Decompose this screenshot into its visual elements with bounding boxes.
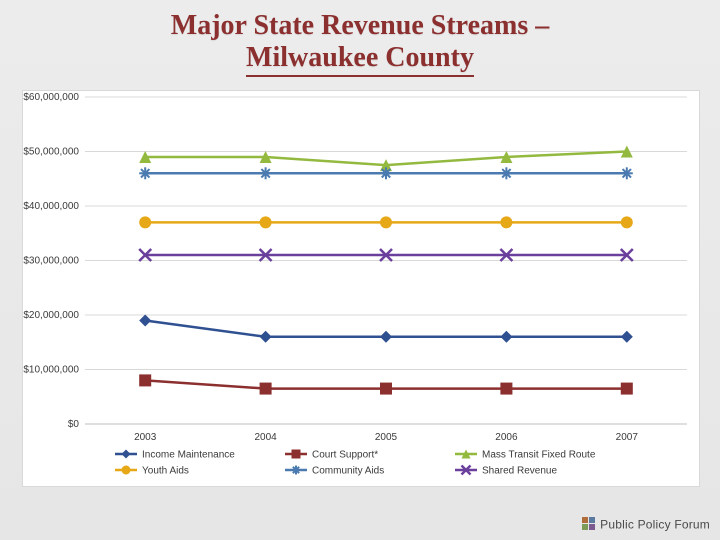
marker-square — [260, 383, 272, 395]
revenue-chart: $0 $10,000,000 $20,000,000 $30,000,000 $40,0… — [22, 90, 700, 487]
legend-label: Youth Aids — [142, 466, 189, 477]
marker-diamond — [621, 331, 633, 343]
x-tick-label: 2003 — [134, 432, 157, 443]
marker-diamond — [122, 450, 131, 459]
y-tick-label: $40,000,000 — [23, 201, 79, 212]
y-tick-label: $0 — [68, 419, 80, 430]
legend-label: Shared Revenue — [482, 466, 557, 477]
footer-logo: Public Policy Forum — [582, 517, 710, 534]
series — [139, 167, 633, 179]
series — [139, 314, 633, 342]
y-tick-label: $60,000,000 — [23, 92, 79, 103]
legend-item: Community Aids — [285, 466, 384, 477]
marker-square — [292, 450, 301, 459]
legend-label: Income Maintenance — [142, 450, 235, 461]
y-tick-label: $10,000,000 — [23, 365, 79, 376]
chart-svg: $0 $10,000,000 $20,000,000 $30,000,000 $40,0… — [23, 91, 699, 486]
series — [139, 146, 633, 172]
series — [139, 249, 633, 261]
marker-diamond — [139, 314, 151, 326]
title-line-2: Milwaukee County — [246, 42, 474, 77]
legend-label: Court Support* — [312, 450, 378, 461]
series — [139, 374, 633, 394]
logo-text: Public Policy Forum — [600, 518, 710, 532]
legend-item: Shared Revenue — [455, 466, 557, 477]
logo-icon — [582, 517, 596, 534]
marker-circle — [380, 216, 392, 228]
legend-item: Youth Aids — [115, 466, 189, 477]
marker-circle — [621, 216, 633, 228]
slide: Major State Revenue Streams – Milwaukee … — [0, 0, 720, 540]
legend-item: Income Maintenance — [115, 450, 235, 461]
marker-circle — [122, 466, 131, 475]
marker-square — [380, 383, 392, 395]
y-tick-label: $50,000,000 — [23, 147, 79, 158]
legend-label: Mass Transit Fixed Route — [482, 450, 596, 461]
title-line-1: Major State Revenue Streams – — [171, 10, 549, 41]
marker-diamond — [380, 331, 392, 343]
x-tick-label: 2006 — [495, 432, 518, 443]
x-tick-label: 2004 — [254, 432, 277, 443]
y-tick-label: $30,000,000 — [23, 256, 79, 267]
marker-square — [500, 383, 512, 395]
marker-circle — [139, 216, 151, 228]
series — [139, 216, 633, 228]
marker-circle — [260, 216, 272, 228]
slide-title: Major State Revenue Streams – Milwaukee … — [0, 0, 720, 77]
x-tick-label: 2005 — [375, 432, 398, 443]
legend-label: Community Aids — [312, 466, 384, 477]
x-tick-label: 2007 — [616, 432, 639, 443]
legend-item: Mass Transit Fixed Route — [455, 450, 596, 461]
marker-square — [621, 383, 633, 395]
marker-circle — [500, 216, 512, 228]
y-tick-label: $20,000,000 — [23, 310, 79, 321]
marker-diamond — [260, 331, 272, 343]
legend-item: Court Support* — [285, 450, 378, 461]
marker-square — [139, 374, 151, 386]
marker-diamond — [500, 331, 512, 343]
